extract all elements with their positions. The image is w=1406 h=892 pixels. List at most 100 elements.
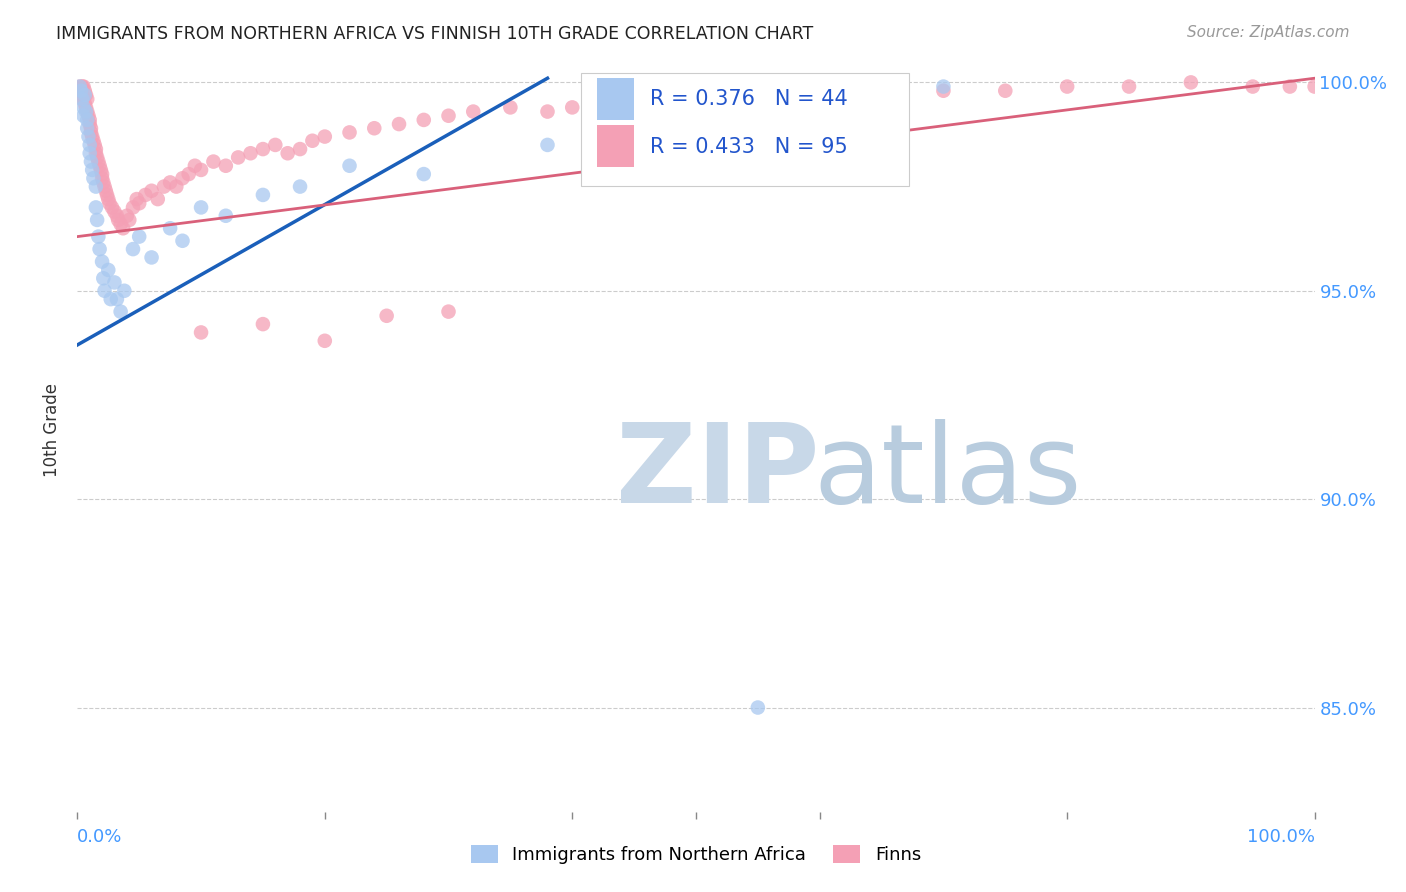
Point	[96, 188, 118, 202]
Point	[128, 229, 150, 244]
Point	[72, 87, 94, 102]
Point	[105, 292, 128, 306]
Point	[412, 167, 434, 181]
Point	[79, 146, 101, 161]
Point	[89, 159, 111, 173]
Point	[91, 167, 114, 181]
Point	[264, 137, 287, 152]
Point	[159, 221, 181, 235]
Point	[72, 109, 94, 123]
Point	[314, 334, 336, 348]
Point	[82, 171, 104, 186]
Point	[87, 154, 110, 169]
Point	[339, 125, 361, 139]
Point	[118, 213, 141, 227]
Text: 100.0%: 100.0%	[1247, 829, 1315, 847]
Text: R = 0.433   N = 95: R = 0.433 N = 95	[650, 136, 848, 157]
Point	[110, 304, 132, 318]
Legend: Immigrants from Northern Africa, Finns: Immigrants from Northern Africa, Finns	[464, 838, 928, 871]
Point	[82, 129, 104, 144]
Point	[82, 162, 104, 177]
Text: 0.0%: 0.0%	[77, 829, 122, 847]
Point	[190, 162, 212, 177]
Point	[77, 129, 100, 144]
Point	[87, 229, 110, 244]
Text: ZIP: ZIP	[616, 419, 818, 526]
Point	[184, 159, 207, 173]
Point	[1303, 79, 1326, 94]
Point	[97, 192, 120, 206]
Point	[112, 284, 135, 298]
Point	[84, 146, 107, 161]
Point	[76, 104, 98, 119]
Point	[412, 112, 434, 127]
Point	[91, 171, 114, 186]
Point	[288, 179, 311, 194]
Point	[83, 137, 105, 152]
Point	[375, 309, 398, 323]
Point	[172, 171, 194, 186]
Point	[141, 251, 163, 265]
Point	[747, 92, 769, 106]
Point	[77, 109, 100, 123]
Point	[86, 150, 108, 164]
Point	[107, 213, 129, 227]
Point	[463, 104, 485, 119]
Point	[80, 154, 103, 169]
Point	[80, 125, 103, 139]
Point	[153, 179, 176, 194]
Bar	[598, 78, 634, 120]
Point	[84, 201, 107, 215]
Point	[73, 87, 96, 102]
Point	[586, 125, 609, 139]
Point	[94, 184, 117, 198]
Point	[1118, 79, 1140, 94]
Point	[870, 87, 893, 102]
Text: Source: ZipAtlas.com: Source: ZipAtlas.com	[1187, 25, 1350, 40]
Point	[97, 263, 120, 277]
Point	[288, 142, 311, 156]
Point	[177, 167, 200, 181]
Point	[301, 134, 323, 148]
Point	[76, 112, 98, 127]
Point	[363, 121, 385, 136]
Point	[103, 204, 125, 219]
Point	[239, 146, 262, 161]
Point	[75, 104, 97, 119]
Point	[80, 121, 103, 136]
Point	[93, 284, 115, 298]
Point	[561, 100, 583, 114]
Point	[994, 84, 1017, 98]
Point	[76, 121, 98, 136]
Point	[536, 104, 558, 119]
Point	[314, 129, 336, 144]
Point	[215, 209, 238, 223]
Point	[82, 134, 104, 148]
Point	[70, 84, 93, 98]
Point	[932, 84, 955, 98]
FancyBboxPatch shape	[581, 73, 908, 186]
Text: R = 0.376   N = 44: R = 0.376 N = 44	[650, 88, 848, 109]
Point	[190, 326, 212, 340]
Point	[122, 242, 145, 256]
Point	[202, 154, 225, 169]
Point	[215, 159, 238, 173]
Point	[73, 84, 96, 98]
Point	[72, 92, 94, 106]
Point	[134, 188, 156, 202]
Point	[115, 209, 138, 223]
Point	[91, 271, 114, 285]
Point	[70, 84, 93, 98]
Point	[252, 188, 274, 202]
Point	[75, 87, 97, 102]
Point	[685, 96, 707, 111]
Point	[146, 192, 169, 206]
Point	[72, 92, 94, 106]
Point	[91, 254, 114, 268]
Point	[90, 162, 112, 177]
Point	[159, 176, 181, 190]
Point	[86, 213, 108, 227]
Point	[100, 292, 122, 306]
Point	[79, 112, 101, 127]
Point	[141, 184, 163, 198]
